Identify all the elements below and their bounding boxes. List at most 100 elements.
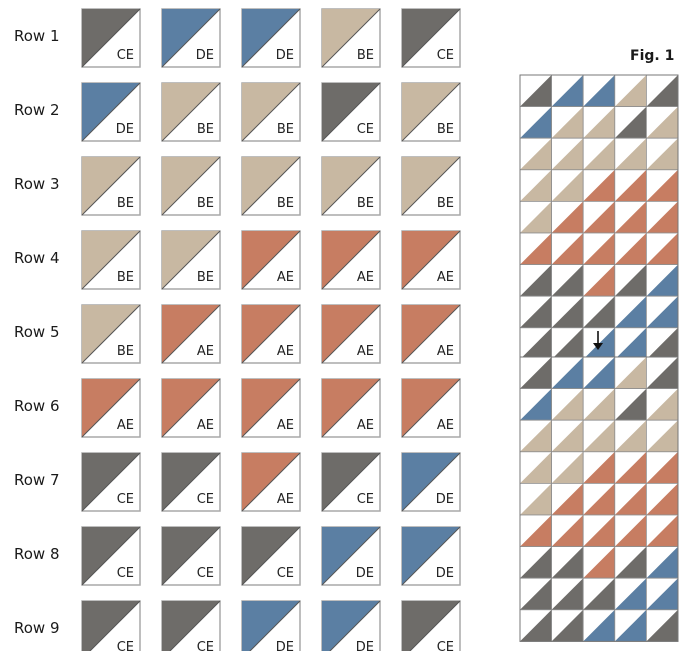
block-label: CE (197, 492, 214, 507)
row-label: Row 8 (14, 545, 60, 563)
mini-block-triangle (551, 357, 584, 389)
mini-block-triangle (583, 296, 615, 328)
mini-block-triangle (614, 357, 647, 389)
hst-block: DE (81, 82, 141, 142)
mini-block-triangle (646, 264, 678, 297)
hst-block: DE (401, 526, 461, 586)
mini-block-triangle (583, 388, 615, 421)
block-label: CE (437, 48, 454, 63)
mini-block-triangle (520, 515, 552, 547)
block-diagonal (81, 230, 141, 290)
block-diagonal (81, 8, 141, 68)
mini-block-triangle (614, 483, 647, 515)
mini-block-triangle (583, 201, 615, 233)
mini-block-triangle (646, 578, 678, 610)
row-label: Row 3 (14, 175, 60, 193)
block-label: AE (437, 418, 454, 433)
mini-block-triangle (614, 169, 647, 202)
mini-block-triangle (614, 420, 647, 452)
mini-block-triangle (551, 75, 584, 107)
mini-block-triangle (646, 106, 678, 139)
hst-block: DE (241, 600, 301, 651)
hst-block: AE (321, 230, 381, 290)
block-diagonal (401, 230, 461, 290)
hst-block: AE (401, 304, 461, 364)
block-label: BE (117, 344, 134, 359)
mini-block-triangle (551, 327, 584, 360)
mini-block-triangle (520, 264, 552, 297)
block-diagonal (241, 304, 301, 364)
mini-block-triangle (520, 106, 552, 139)
block-diagonal (81, 304, 141, 364)
block-label: AE (197, 344, 214, 359)
block-label: DE (276, 48, 294, 63)
mini-block-triangle (583, 609, 615, 642)
mini-block-triangle (614, 546, 647, 579)
mini-block-triangle (520, 578, 552, 610)
block-diagonal (321, 378, 381, 438)
mini-block-triangle (520, 546, 552, 579)
mini-block-triangle (614, 138, 647, 170)
hst-block: BE (161, 230, 221, 290)
mini-block-triangle (614, 264, 647, 297)
mini-block-triangle (583, 169, 615, 202)
mini-block-triangle (614, 388, 647, 421)
block-triangle-ce (82, 601, 140, 651)
hst-block: AE (241, 230, 301, 290)
mini-block-triangle (646, 451, 678, 484)
block-label: BE (197, 122, 214, 137)
hst-block: AE (401, 378, 461, 438)
block-diagonal (81, 82, 141, 142)
mini-block-triangle (520, 296, 552, 328)
mini-block-triangle (614, 451, 647, 484)
hst-block: AE (241, 452, 301, 512)
block-diagonal (161, 230, 221, 290)
mini-block-triangle (583, 357, 615, 389)
mini-block-triangle (614, 578, 647, 610)
mini-block-triangle (583, 515, 615, 547)
mini-block-triangle (551, 483, 584, 515)
block-diagonal (321, 526, 381, 586)
block-label: AE (437, 344, 454, 359)
hst-block: AE (241, 304, 301, 364)
block-label: AE (117, 418, 134, 433)
hst-block: AE (161, 304, 221, 364)
mini-block-triangle (646, 357, 678, 389)
block-diagonal (321, 452, 381, 512)
block-diagonal (321, 8, 381, 68)
block-diagonal (321, 156, 381, 216)
block-diagonal (161, 304, 221, 364)
block-label: AE (277, 270, 294, 285)
hst-block: CE (81, 600, 141, 651)
hst-block: BE (401, 156, 461, 216)
hst-block: BE (161, 82, 221, 142)
mini-block-triangle (520, 201, 552, 233)
block-diagonal (161, 156, 221, 216)
block-triangle-ce (402, 601, 460, 651)
block-label: CE (277, 566, 294, 581)
block-diagonal (329, 600, 381, 651)
mini-block-triangle (551, 546, 584, 579)
block-diagonal (161, 452, 221, 512)
mini-block-triangle (551, 233, 584, 265)
block-triangle-ce (162, 601, 220, 651)
block-label: BE (197, 270, 214, 285)
block-triangle-de (322, 601, 380, 651)
mini-block-triangle (520, 420, 552, 452)
mini-block-triangle (551, 169, 584, 202)
block-label: CE (117, 48, 134, 63)
block-label: BE (357, 48, 374, 63)
block-diagonal (161, 378, 221, 438)
block-diagonal (241, 230, 301, 290)
hst-block: DE (241, 8, 301, 68)
mini-block-triangle (520, 327, 552, 360)
mini-block-triangle (614, 515, 647, 547)
block-diagonal (241, 526, 301, 586)
block-diagonal (241, 156, 301, 216)
hst-block: DE (321, 600, 381, 651)
block-diagonal (241, 8, 301, 68)
hst-block: BE (241, 156, 301, 216)
hst-block: AE (321, 304, 381, 364)
mini-block-triangle (646, 515, 678, 547)
mini-block-triangle (583, 106, 615, 139)
